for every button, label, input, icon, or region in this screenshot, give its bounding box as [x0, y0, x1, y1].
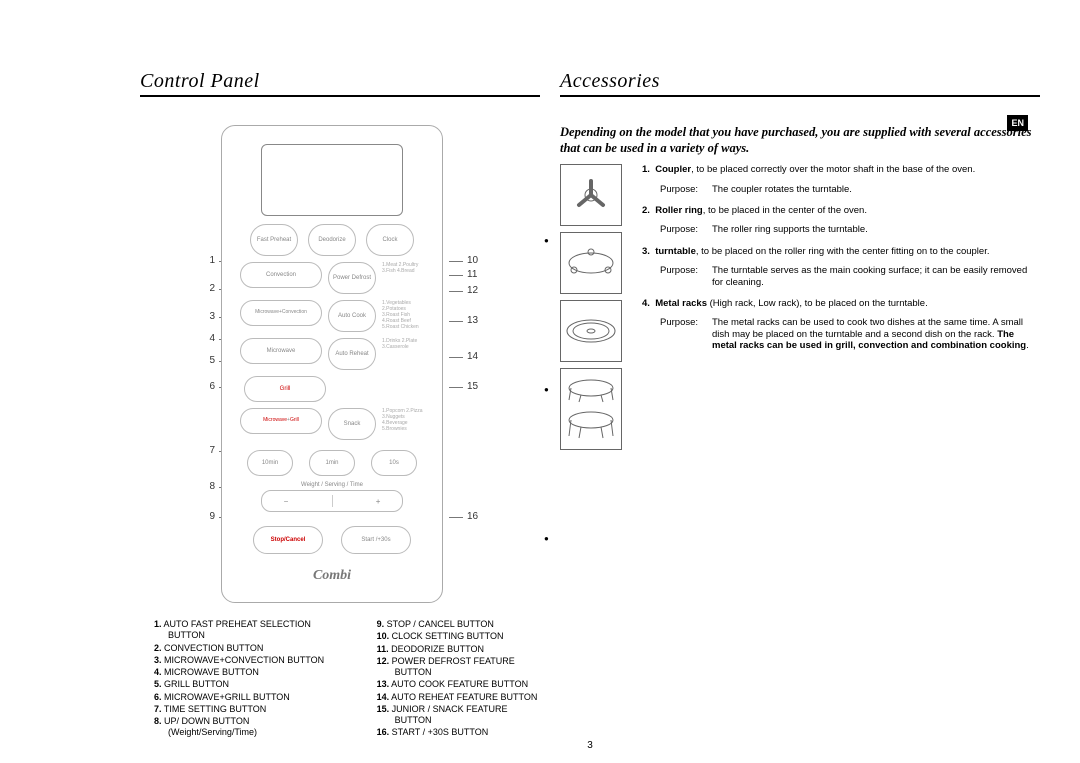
accessories-section: Accessories Depending on the model that … — [540, 70, 1040, 763]
legend-item: 15. JUNIOR / SNACK FEATURE BUTTON — [377, 704, 540, 727]
legend-item: 16. START / +30S BUTTON — [377, 727, 540, 738]
legend-item: 2. CONVECTION BUTTON — [154, 643, 335, 654]
power-defrost-btn: Power Defrost — [328, 262, 376, 294]
legend-item: 14. AUTO REHEAT FEATURE BUTTON — [377, 692, 540, 703]
mw-grill-btn: Microwave+Grill — [240, 408, 322, 434]
accessory-purpose: Purpose:The metal racks can be used to c… — [660, 317, 1040, 351]
wst-label: Weight / Serving / Time — [222, 482, 442, 488]
metal-racks-thumb — [560, 368, 622, 450]
clock-btn: Clock — [366, 224, 414, 256]
auto-reheat-btn: Auto Reheat — [328, 338, 376, 370]
legend-item: 13. AUTO COOK FEATURE BUTTON — [377, 679, 540, 690]
combi-logo: Combi — [222, 568, 442, 584]
auto-cook-btn: Auto Cook — [328, 300, 376, 332]
accessory-purpose: Purpose:The roller ring supports the tur… — [660, 224, 1040, 235]
snack-btn: Snack — [328, 408, 376, 440]
accessory-item: 2. Roller ring, to be placed in the cent… — [642, 205, 1040, 216]
legend-item: 9. STOP / CANCEL BUTTON — [377, 619, 540, 630]
10min-btn: 10min — [247, 450, 293, 476]
legend-item: 5. GRILL BUTTON — [154, 679, 335, 690]
coupler-thumb — [560, 164, 622, 226]
autocook-list: 1.Vegetables 2.Potatoes 3.Roast Fish 4.R… — [382, 300, 424, 332]
legend-item: 10. CLOCK SETTING BUTTON — [377, 631, 540, 642]
snack-list: 1.Popcorn 2.Pizza 3.Nuggets 4.Beverage 5… — [382, 408, 424, 440]
page-number: 3 — [587, 740, 593, 751]
grill-btn: Grill — [244, 376, 326, 402]
start-30s-btn: Start /+30s — [341, 526, 411, 554]
control-panel-title: Control Panel — [140, 70, 540, 93]
accessory-item: 1. Coupler, to be placed correctly over … — [642, 164, 1040, 175]
legend-item: 3. MICROWAVE+CONVECTION BUTTON — [154, 655, 335, 666]
legend-item: 8. UP/ DOWN BUTTON (Weight/Serving/Time) — [154, 716, 335, 739]
legend-item: 1. AUTO FAST PREHEAT SELECTION BUTTON — [154, 619, 335, 642]
microwave-btn: Microwave — [240, 338, 322, 364]
wst-control: − + — [261, 490, 403, 512]
convection-btn: Convection — [240, 262, 322, 288]
legend-item: 7. TIME SETTING BUTTON — [154, 704, 335, 715]
preheat-btn: Fast Preheat — [250, 224, 298, 256]
roller-ring-thumb — [560, 232, 622, 294]
mw-conv-btn: Microwave+Convection — [240, 300, 322, 326]
10s-btn: 10s — [371, 450, 417, 476]
accessory-purpose: Purpose:The turntable serves as the main… — [660, 265, 1040, 288]
stop-cancel-btn: Stop/Cancel — [253, 526, 323, 554]
accessory-purpose: Purpose:The coupler rotates the turntabl… — [660, 184, 1040, 195]
control-panel-section: Control Panel 123456789 10111213141516 F… — [140, 70, 540, 763]
reheat-list: 1.Drinks 2.Plate 3.Casserole — [382, 338, 424, 370]
defrost-list: 1.Meat 2.Poultry 3.Fish 4.Bread — [382, 262, 424, 294]
accessory-item: 4. Metal racks (High rack, Low rack), to… — [642, 298, 1040, 309]
legend-item: 11. DEODORIZE BUTTON — [377, 644, 540, 655]
legend-item: 6. MICROWAVE+GRILL BUTTON — [154, 692, 335, 703]
accessories-intro: Depending on the model that you have pur… — [560, 125, 1040, 156]
1min-btn: 1min — [309, 450, 355, 476]
turntable-thumb — [560, 300, 622, 362]
control-panel-graphic: 123456789 10111213141516 Fast Preheat De… — [171, 125, 509, 605]
accessory-item: 3. turntable, to be placed on the roller… — [642, 246, 1040, 257]
panel-display — [261, 144, 403, 216]
control-panel-legend: 1. AUTO FAST PREHEAT SELECTION BUTTON2. … — [140, 619, 540, 740]
accessories-title: Accessories — [560, 70, 1040, 93]
deodorize-btn: Deodorize — [308, 224, 356, 256]
legend-item: 12. POWER DEFROST FEATURE BUTTON — [377, 656, 540, 679]
legend-item: 4. MICROWAVE BUTTON — [154, 667, 335, 678]
